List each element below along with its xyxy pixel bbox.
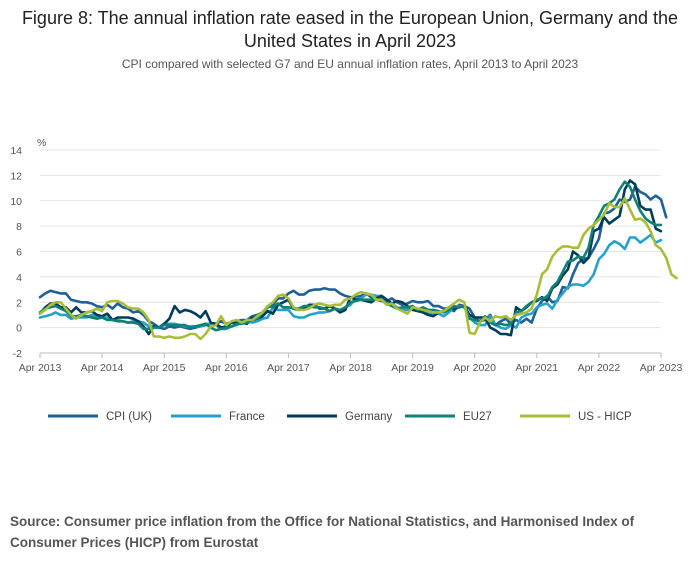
legend: CPI (UK) France Germany EU27 US - HICP (48, 411, 632, 423)
y-tick-label: 2 (16, 297, 22, 309)
legend-label: Germany (345, 411, 393, 423)
y-tick-label: 6 (16, 247, 22, 259)
x-tick-label: Apr 2018 (329, 362, 372, 374)
y-tick-label: 12 (10, 170, 22, 182)
chart-subtitle: CPI compared with selected G7 and EU ann… (121, 57, 579, 71)
x-tick-label: Apr 2022 (578, 362, 621, 374)
y-tick-label: -2 (13, 348, 22, 360)
x-tick-label: Apr 2021 (515, 362, 558, 374)
legend-label: US - HICP (578, 411, 632, 423)
y-axis-ticks: -2 0 2 4 6 8 10 12 14 (10, 145, 22, 360)
x-axis: Apr 2013 Apr 2014 Apr 2015 Apr 2016 Apr 2017… (19, 352, 683, 374)
x-tick-label: Apr 2017 (267, 362, 310, 374)
y-tick-label: 4 (16, 272, 22, 284)
x-tick-label: Apr 2016 (205, 362, 248, 374)
y-tick-label: 0 (16, 323, 22, 335)
x-tick-label: Apr 2013 (19, 362, 62, 374)
series-line-france (38, 233, 663, 331)
x-tick-label: Apr 2015 (143, 362, 186, 374)
series-line-us-hicp (38, 196, 678, 341)
x-tick-label: Apr 2019 (391, 362, 434, 374)
x-tick-label: Apr 2020 (453, 362, 496, 374)
series-line-eu27 (38, 180, 663, 332)
legend-label: CPI (UK) (106, 411, 152, 423)
y-tick-label: 8 (16, 221, 22, 233)
series-lines (38, 179, 678, 341)
legend-label: EU27 (463, 411, 492, 423)
x-tick-label: Apr 2023 (640, 362, 683, 374)
x-tick-label: Apr 2014 (81, 362, 124, 374)
legend-label: France (229, 411, 265, 423)
source-note: Source: Consumer price inflation from th… (10, 514, 635, 550)
chart-title: Figure 8: The annual inflation rate ease… (21, 8, 679, 51)
y-axis-unit-label: % (37, 137, 46, 149)
y-tick-label: 14 (10, 145, 22, 157)
y-tick-label: 10 (10, 196, 22, 208)
